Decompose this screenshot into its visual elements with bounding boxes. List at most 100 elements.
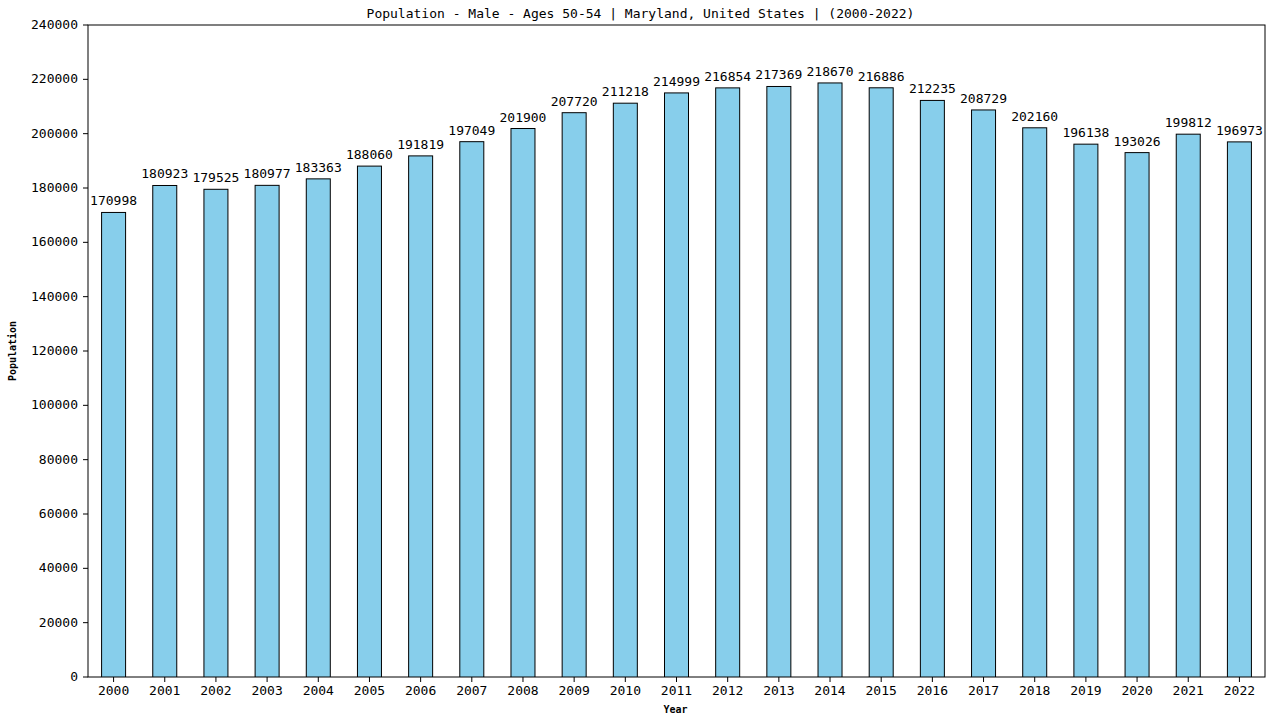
bar (818, 83, 842, 677)
y-tick-label: 140000 (31, 289, 78, 304)
bar (409, 156, 433, 677)
data-label: 208729 (960, 91, 1007, 106)
x-tick (215, 677, 216, 682)
bar (1023, 128, 1047, 677)
y-tick-label: 120000 (31, 343, 78, 358)
data-label: 216854 (704, 69, 751, 84)
data-label: 196973 (1216, 123, 1263, 138)
y-tick (83, 188, 88, 189)
bar (1176, 134, 1200, 677)
x-tick-label: 2021 (1173, 683, 1204, 698)
data-label: 170998 (90, 193, 137, 208)
bar (716, 88, 740, 677)
bar (153, 185, 177, 677)
bar (562, 113, 586, 677)
x-tick-label: 2010 (610, 683, 641, 698)
y-tick (83, 133, 88, 134)
data-label: 218670 (807, 64, 854, 79)
x-tick (318, 677, 319, 682)
x-tick (932, 677, 933, 682)
plot-frame (88, 25, 1265, 677)
x-tick-label: 2000 (98, 683, 129, 698)
bar (204, 189, 228, 677)
y-tick (83, 677, 88, 678)
x-tick (881, 677, 882, 682)
x-tick (267, 677, 268, 682)
x-tick-label: 2004 (303, 683, 334, 698)
data-label: 183363 (295, 160, 342, 175)
y-tick (83, 351, 88, 352)
x-tick (1188, 677, 1189, 682)
x-tick-label: 2011 (661, 683, 692, 698)
data-label: 201900 (499, 110, 546, 125)
bar (767, 86, 791, 677)
y-axis-label: Population (7, 321, 18, 381)
x-tick (574, 677, 575, 682)
data-label: 196138 (1062, 125, 1109, 140)
title: Population - Male - Ages 50-54 | Marylan… (367, 6, 915, 21)
y-tick-label: 200000 (31, 126, 78, 141)
bar (255, 185, 279, 677)
bar (920, 100, 944, 677)
data-label: 214999 (653, 74, 700, 89)
data-label: 207720 (551, 94, 598, 109)
x-tick-label: 2016 (917, 683, 948, 698)
data-label: 179525 (192, 170, 239, 185)
x-tick (369, 677, 370, 682)
y-tick (83, 514, 88, 515)
bar (665, 93, 689, 677)
bar (613, 103, 637, 677)
bar (1227, 142, 1251, 677)
x-tick-label: 2001 (149, 683, 180, 698)
x-tick (471, 677, 472, 682)
data-label: 180923 (141, 166, 188, 181)
x-axis-label: Year (663, 704, 687, 715)
data-label: 193026 (1114, 134, 1161, 149)
x-tick-label: 2018 (1019, 683, 1050, 698)
y-tick-label: 160000 (31, 234, 78, 249)
x-tick-label: 2003 (251, 683, 282, 698)
data-label: 216886 (858, 69, 905, 84)
data-label: 212235 (909, 81, 956, 96)
data-label: 188060 (346, 147, 393, 162)
background (0, 0, 1280, 720)
x-tick (676, 677, 677, 682)
bar (869, 88, 893, 677)
x-tick (522, 677, 523, 682)
y-tick-label: 40000 (39, 560, 78, 575)
bar (102, 212, 126, 677)
y-tick (83, 242, 88, 243)
x-tick (983, 677, 984, 682)
y-tick (83, 296, 88, 297)
x-tick-label: 2015 (866, 683, 897, 698)
bar (511, 129, 535, 677)
y-tick-label: 20000 (39, 615, 78, 630)
bar (357, 166, 381, 677)
bar (1074, 144, 1098, 677)
x-tick (113, 677, 114, 682)
x-tick (420, 677, 421, 682)
x-tick (778, 677, 779, 682)
y-tick (83, 405, 88, 406)
x-tick-label: 2022 (1224, 683, 1255, 698)
x-tick (625, 677, 626, 682)
data-label: 197049 (448, 123, 495, 138)
y-tick-label: 180000 (31, 180, 78, 195)
y-tick (83, 622, 88, 623)
x-tick (164, 677, 165, 682)
data-label: 199812 (1165, 115, 1212, 130)
data-label: 191819 (397, 137, 444, 152)
x-tick-label: 2019 (1070, 683, 1101, 698)
x-tick (1085, 677, 1086, 682)
data-label: 202160 (1011, 109, 1058, 124)
y-tick (83, 79, 88, 80)
x-tick-label: 2007 (456, 683, 487, 698)
chart: 0200004000060000800001000001200001400001… (0, 0, 1280, 720)
data-label: 217369 (755, 67, 802, 82)
x-tick-label: 2006 (405, 683, 436, 698)
bar (306, 179, 330, 677)
x-tick-label: 2012 (712, 683, 743, 698)
x-tick (1239, 677, 1240, 682)
bars (102, 83, 1252, 677)
x-tick-label: 2009 (558, 683, 589, 698)
